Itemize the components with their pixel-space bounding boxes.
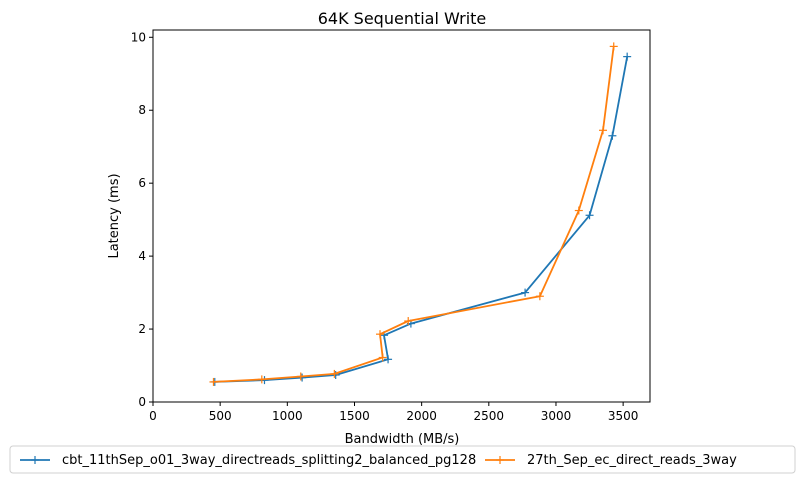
data-point [404,317,413,326]
data-point [296,372,305,381]
data-point [384,355,393,364]
data-point [574,206,583,215]
legend-frame [9,445,796,474]
x-tick-label: 0 [149,409,157,423]
data-point [535,292,544,301]
y-tick-label: 10 [131,30,146,44]
series-line-1 [213,46,615,383]
legend-entry-0: cbt_11thSep_o01_3way_directreads_splitti… [20,453,476,468]
data-point [378,353,387,362]
data-point [331,371,340,380]
y-tick-label: 2 [138,322,146,336]
axes-frame [152,29,651,403]
chart-title: 64K Sequential Write [318,9,487,28]
data-point [257,375,266,384]
legend-marker [496,456,504,464]
legend: cbt_11thSep_o01_3way_directreads_splitti… [9,445,796,474]
ticks-layer: 0 500 1000 1500 2000 2500 3000 3500 0 2 4 6 8 10 [131,30,639,423]
data-point [608,131,617,140]
x-tick-label: 2000 [406,409,437,423]
x-tick-label: 3000 [541,409,572,423]
x-axis-label: Bandwidth (MB/s) [345,432,460,447]
data-point [521,288,530,297]
data-point [623,52,632,61]
x-tick-label: 3500 [608,409,639,423]
x-tick-label: 1000 [272,409,303,423]
legend-label: cbt_11thSep_o01_3way_directreads_splitti… [62,453,476,468]
series-layer [209,42,632,386]
data-point [298,373,307,382]
x-tick-label: 1500 [339,409,370,423]
data-point [598,126,607,135]
series-0 [210,52,632,386]
y-tick-label: 8 [138,103,146,117]
legend-entry-1: 27th_Sep_ec_direct_reads_3way [485,453,737,468]
data-point [585,211,594,220]
legend-marker [31,456,39,464]
legend-label: 27th_Sep_ec_direct_reads_3way [527,453,737,468]
y-tick-label: 4 [138,249,146,263]
data-point [330,369,339,378]
data-point [209,377,218,386]
series-line-0 [214,56,629,383]
data-point [609,42,618,51]
y-tick-label: 6 [138,176,146,190]
x-tick-label: 500 [209,409,232,423]
data-point [376,330,385,339]
x-tick-label: 2500 [474,409,505,423]
y-axis-label: Latency (ms) [107,173,122,258]
series-1 [209,42,618,386]
y-tick-label: 0 [138,395,146,409]
